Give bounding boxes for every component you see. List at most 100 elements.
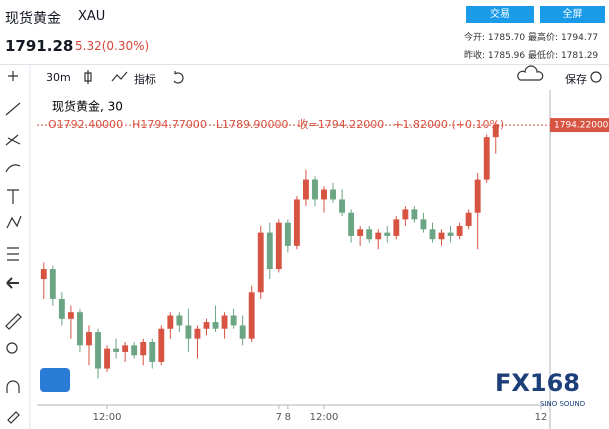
save[interactable]: 保存 <box>565 73 587 86</box>
stat-value: 1794.77 <box>560 33 599 43</box>
candle-body <box>312 179 318 200</box>
stat-label: 最高价: <box>528 33 559 43</box>
candle-body <box>293 199 300 246</box>
candle-body <box>58 298 65 319</box>
fullscreen-button[interactable]: 全屏 <box>540 6 605 23</box>
change: 5.32(0.30%) <box>75 39 150 53</box>
candle-body <box>384 232 391 236</box>
candle-body <box>248 292 255 339</box>
stat-value: 1785.70 <box>487 33 526 43</box>
candle-body <box>167 315 174 329</box>
candle-body <box>140 342 147 356</box>
candle-body <box>230 315 237 326</box>
candle-body <box>284 222 291 246</box>
candle-body <box>176 315 183 326</box>
candle-body <box>339 199 346 213</box>
candle-body <box>67 312 74 319</box>
logo-badge <box>40 368 70 392</box>
candle-body <box>194 328 201 339</box>
crosshair-icon[interactable] <box>8 71 18 81</box>
line-icon[interactable] <box>5 102 21 116</box>
candle-body <box>149 342 156 362</box>
last-price-box <box>550 118 609 133</box>
text-icon[interactable] <box>7 189 19 204</box>
legend-item: L1789.90000 <box>216 118 289 131</box>
zoom-icon[interactable] <box>6 342 18 354</box>
candle-body <box>131 345 138 356</box>
candle-body <box>447 232 454 236</box>
legend-item: +1.82000 (+0.10%) <box>393 118 504 131</box>
candle-body <box>266 232 273 270</box>
candle-body <box>366 229 373 240</box>
candle-body <box>492 125 499 138</box>
candle-body <box>393 219 400 236</box>
legend-item: O1792.40000 <box>48 118 123 131</box>
candle-body <box>40 269 47 280</box>
lock-icon[interactable] <box>7 411 20 424</box>
candle-body <box>275 222 282 270</box>
candle-body <box>104 348 110 369</box>
x-tick-label: 12:00 <box>310 412 339 423</box>
candle-body <box>239 325 246 339</box>
candle-body <box>113 348 120 352</box>
indicators[interactable]: 指标 <box>134 73 156 86</box>
brush-icon[interactable] <box>5 164 21 173</box>
stat-value: 1781.29 <box>560 51 599 61</box>
candle-body <box>429 229 436 240</box>
candle-body <box>221 315 228 329</box>
candle-type-icon[interactable] <box>84 70 92 84</box>
undo-icon[interactable] <box>173 71 184 84</box>
chart-title: 现货黄金, 30 <box>52 99 123 114</box>
measure-icon[interactable] <box>7 247 19 261</box>
price: 1791.28 <box>5 37 74 55</box>
candle-body <box>302 179 309 200</box>
tool-icons[interactable] <box>5 65 602 424</box>
candle-body <box>95 332 101 369</box>
legend-item: 收=1794.22000 <box>298 117 385 131</box>
candle-body <box>49 269 56 299</box>
candle-body <box>203 322 210 329</box>
x-tick-label: 7 <box>276 412 282 423</box>
candle-body <box>257 232 264 293</box>
x-tick-label: 8 <box>285 412 291 423</box>
ohlc-legend: O1792.40000 H1794.77000 L1789.90000 收=1794.… <box>48 117 504 131</box>
stat-label: 今开: <box>464 33 486 43</box>
candle-body <box>185 325 192 339</box>
candle-body <box>456 225 463 236</box>
ruler-icon[interactable] <box>5 313 22 330</box>
trade-button[interactable]: 交易 <box>466 6 534 23</box>
settings-icon[interactable] <box>590 71 602 83</box>
symbol: XAU <box>78 9 106 24</box>
divider <box>0 64 609 65</box>
cloud-icon[interactable] <box>517 65 544 81</box>
candle-body <box>420 219 427 230</box>
candle-body <box>375 232 382 240</box>
candle-body <box>411 209 418 220</box>
indicator-icon[interactable] <box>111 71 128 82</box>
candle-body <box>483 137 490 180</box>
candle-body <box>438 232 445 240</box>
x-tick-label: 12:00 <box>93 412 122 423</box>
candle-body <box>321 189 327 200</box>
candle-body <box>158 328 165 362</box>
legend-item: H1794.77000 <box>132 118 207 131</box>
interval[interactable]: 30m <box>46 71 71 84</box>
back-icon[interactable] <box>6 277 19 289</box>
watermark-sub: SINO SOUND <box>540 400 585 408</box>
stat-label: 昨收: <box>464 51 486 61</box>
candle-body <box>474 179 481 213</box>
x-tick-label: 12 <box>535 412 548 423</box>
pattern-icon[interactable] <box>6 215 22 229</box>
candle-body <box>330 189 336 200</box>
stat-label: 最低价: <box>528 51 559 61</box>
candle-body <box>86 332 92 346</box>
stats-row: 昨收: 1785.96 最低价: 1781.29 <box>464 48 598 61</box>
fib-icon[interactable] <box>5 134 21 146</box>
stat-value: 1785.96 <box>487 51 526 61</box>
candle-body <box>357 229 364 236</box>
watermark-logo: FX168 <box>495 369 580 397</box>
magnet-icon[interactable] <box>6 380 20 393</box>
